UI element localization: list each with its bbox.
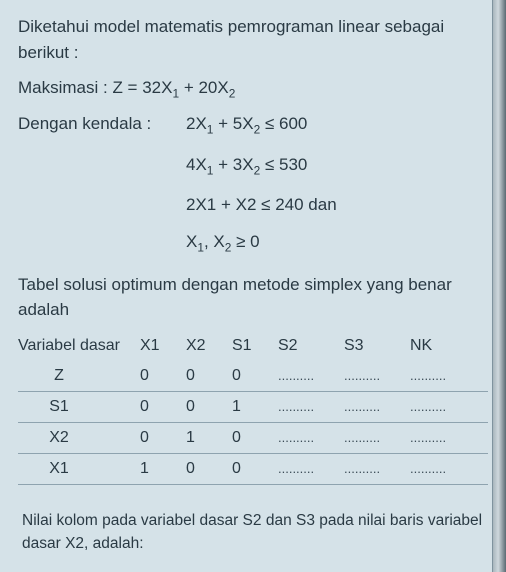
constraint-2: 4X1 + 3X2 ≤ 530 xyxy=(186,152,337,180)
objective-function: Maksimasi : Z = 32X1 + 20X2 xyxy=(18,75,488,103)
col-header-nk: NK xyxy=(410,337,468,355)
question-text: Nilai kolom pada variabel dasar S2 dan S… xyxy=(18,509,488,556)
constraints-list: 2X1 + 5X2 ≤ 600 4X1 + 3X2 ≤ 530 2X1 + X2… xyxy=(186,111,337,257)
constraints-block: Dengan kendala : 2X1 + 5X2 ≤ 600 4X1 + 3… xyxy=(18,111,488,257)
col-header-s3: S3 xyxy=(344,337,410,355)
constraint-3: 2X1 + X2 ≤ 240 dan xyxy=(186,192,337,218)
table-caption: Tabel solusi optimum dengan metode simpl… xyxy=(18,272,488,323)
page-edge-shadow xyxy=(492,0,506,572)
constraint-1: 2X1 + 5X2 ≤ 600 xyxy=(186,111,337,139)
constraint-4: X1, X2 ≥ 0 xyxy=(186,229,337,257)
table-row: Z 0 0 0 .......... .......... .......... xyxy=(18,361,488,392)
table-row: X1 1 0 0 .......... .......... .........… xyxy=(18,454,488,485)
col-header-x2: X2 xyxy=(186,337,232,355)
table-row: S1 0 0 1 .......... .......... .........… xyxy=(18,392,488,423)
table-row: X2 0 1 0 .......... .......... .........… xyxy=(18,423,488,454)
col-header-x1: X1 xyxy=(140,337,186,355)
intro-text: Diketahui model matematis pemrograman li… xyxy=(18,14,488,65)
col-header-s1: S1 xyxy=(232,337,278,355)
table-header: Variabel dasar X1 X2 S1 S2 S3 NK xyxy=(18,331,488,361)
col-header-s2: S2 xyxy=(278,337,344,355)
col-header-vd: Variabel dasar xyxy=(18,337,140,355)
constraints-label: Dengan kendala : xyxy=(18,111,186,251)
simplex-table: Variabel dasar X1 X2 S1 S2 S3 NK Z 0 0 0… xyxy=(18,331,488,485)
document-page: Diketahui model matematis pemrograman li… xyxy=(0,0,506,565)
